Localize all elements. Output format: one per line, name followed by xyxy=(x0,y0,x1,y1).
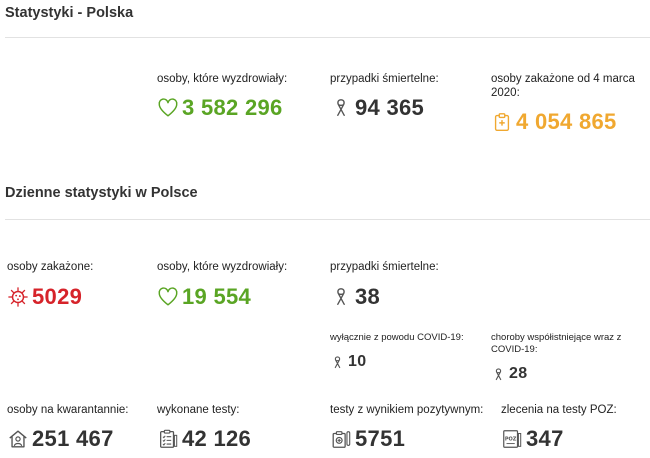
stat-tests: wykonane testy: 42 126 xyxy=(157,403,307,451)
divider xyxy=(5,37,650,38)
stat-deaths-daily: przypadki śmiertelne: 38 xyxy=(330,260,480,309)
stat-label: zlecenia na testy POZ: xyxy=(501,404,617,416)
stat-value: 5751 xyxy=(355,426,406,451)
stat-label: przypadki śmiertelne: xyxy=(330,73,439,85)
checklist-icon xyxy=(157,428,179,450)
home-person-icon xyxy=(7,428,29,450)
stat-quarantine: osoby na kwarantannie: 251 467 xyxy=(7,403,152,451)
stat-label: osoby, które wyzdrowiały: xyxy=(157,73,288,85)
stat-deaths-comorbid: choroby współistniejące wraz z COVID-19:… xyxy=(491,332,646,383)
section-title-daily: Dzienne statystyki w Polsce xyxy=(5,185,198,201)
stat-value: 4 054 865 xyxy=(516,109,617,134)
stat-label: przypadki śmiertelne: xyxy=(330,261,439,273)
stat-value: 42 126 xyxy=(182,426,252,451)
stat-label: choroby współistniejące wraz z COVID-19: xyxy=(491,332,622,355)
stat-infected-total: osoby zakażone od 4 marca 2020: 4 054 86… xyxy=(491,72,646,134)
stat-label: wykonane testy: xyxy=(157,404,240,416)
heart-icon xyxy=(157,97,179,119)
stat-deaths-total: przypadki śmiertelne: 94 365 xyxy=(330,72,480,120)
virus-icon xyxy=(7,286,29,308)
stat-value: 10 xyxy=(348,353,367,370)
stat-value: 347 xyxy=(526,426,564,451)
stat-recovered-total: osoby, które wyzdrowiały: 3 582 296 xyxy=(157,72,307,120)
heart-icon xyxy=(157,286,179,308)
medical-clipboard-icon xyxy=(491,111,513,133)
stat-label: osoby, które wyzdrowiały: xyxy=(157,261,288,273)
ribbon-icon xyxy=(491,367,506,382)
poz-icon-text: POZ xyxy=(505,436,517,442)
stat-label: wyłącznie z powodu COVID-19: xyxy=(330,332,464,343)
stat-value: 94 365 xyxy=(355,95,425,120)
ribbon-icon xyxy=(330,355,345,370)
ribbon-icon xyxy=(330,286,352,308)
stat-value: 38 xyxy=(355,284,381,309)
stat-poz-orders: zlecenia na testy POZ: POZ 347 xyxy=(501,403,646,451)
stat-recovered-daily: osoby, które wyzdrowiały: 19 554 xyxy=(157,260,307,309)
stat-label: testy z wynikiem pozytywnym: xyxy=(330,404,484,416)
stat-value: 251 467 xyxy=(32,426,114,451)
stat-infected-daily: osoby zakażone: 5029 xyxy=(7,260,147,309)
stat-positive-tests: testy z wynikiem pozytywnym: 5751 xyxy=(330,403,490,451)
divider xyxy=(5,219,650,220)
poz-document-icon: POZ xyxy=(501,428,523,450)
stat-value: 19 554 xyxy=(182,284,252,309)
test-tube-icon xyxy=(330,428,352,450)
stat-label: osoby na kwarantannie: xyxy=(7,404,129,416)
stat-value: 28 xyxy=(509,365,528,382)
stat-label: osoby zakażone od 4 marca 2020: xyxy=(491,73,635,99)
stat-value: 3 582 296 xyxy=(182,95,283,120)
ribbon-icon xyxy=(330,97,352,119)
section-title-poland: Statystyki - Polska xyxy=(5,5,134,21)
stat-value: 5029 xyxy=(32,284,83,309)
stat-label: osoby zakażone: xyxy=(7,261,94,273)
stat-deaths-covid-only: wyłącznie z powodu COVID-19: 10 xyxy=(330,332,480,371)
